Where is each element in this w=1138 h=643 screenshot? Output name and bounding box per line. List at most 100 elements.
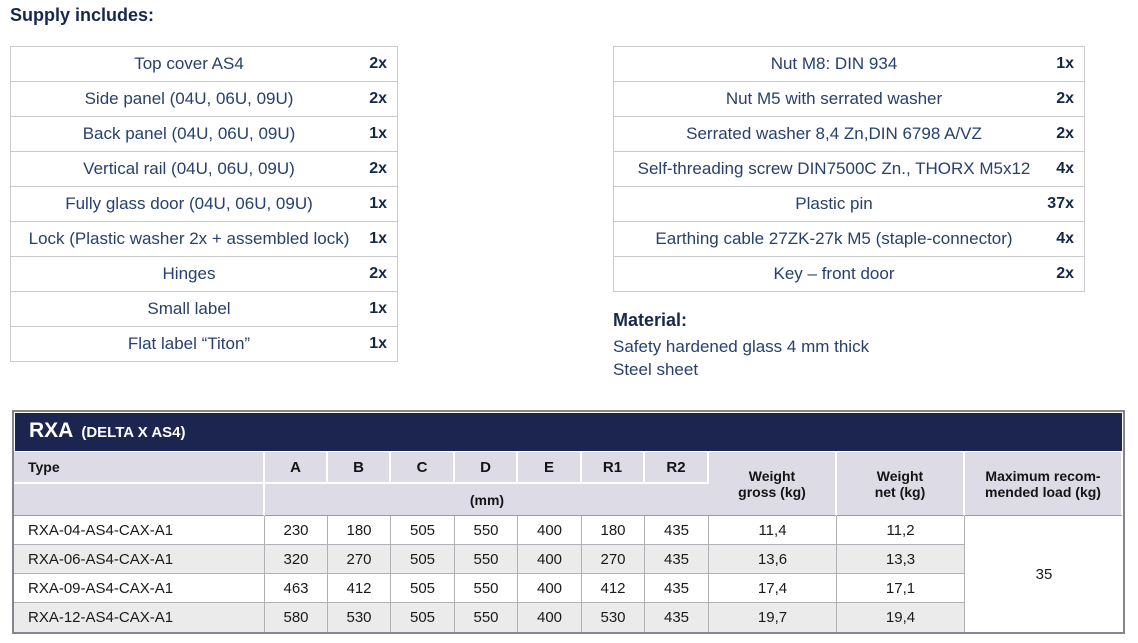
spec-table: Type A B C D E R1 R2 Weight gross (kg) W… [14, 452, 1123, 632]
col-header-weight-net: Weight net (kg) [837, 452, 965, 516]
col-header-r2: R2 [645, 452, 709, 484]
supply-item-label: Flat label “Titon” [127, 334, 251, 353]
spec-table-title-band: RXA (DELTA X AS4) [14, 412, 1123, 452]
supply-item-label: Key – front door [773, 264, 895, 283]
supply-row: Nut M5 with serrated washer 2x [614, 82, 1084, 117]
supply-row: Earthing cable 27ZK-27k M5 (staple-conne… [614, 222, 1084, 257]
cell-e: 400 [518, 516, 582, 545]
supply-item-qty: 2x [1056, 125, 1074, 142]
supply-item-qty: 1x [369, 300, 387, 317]
cell-a: 320 [265, 545, 328, 574]
cell-r2: 435 [645, 603, 709, 632]
supply-row: Key – front door 2x [614, 257, 1084, 291]
supply-item-label: Self-threading screw DIN7500C Zn., THORX… [637, 159, 1031, 178]
supply-item-label: Nut M5 with serrated washer [725, 89, 943, 108]
supply-item-qty: 1x [369, 335, 387, 352]
supply-table-left: Top cover AS4 2x Side panel (04U, 06U, 0… [10, 46, 398, 362]
cell-r1: 412 [582, 574, 645, 603]
supply-item-qty: 2x [1056, 265, 1074, 282]
cell-c: 505 [391, 545, 455, 574]
supply-row: Fully glass door (04U, 06U, 09U) 1x [11, 187, 397, 222]
supply-row: Lock (Plastic washer 2x + assembled lock… [11, 222, 397, 257]
spec-data-row: RXA-04-AS4-CAX-A1 230 180 505 550 400 18… [14, 516, 1123, 632]
cell-weight-net: 11,2 [837, 516, 965, 545]
cell-weight-gross: 13,6 [709, 545, 837, 574]
spec-data-row: RXA-06-AS4-CAX-A1 320 270 505 550 400 27… [14, 545, 1123, 574]
cell-c: 505 [391, 574, 455, 603]
weight-gross-line1: Weight [748, 467, 796, 484]
cell-d: 550 [455, 574, 518, 603]
unit-label-mm: (mm) [265, 484, 709, 516]
cell-type: RXA-04-AS4-CAX-A1 [14, 516, 265, 545]
weight-net-line1: Weight [876, 467, 924, 484]
supply-row: Top cover AS4 2x [11, 47, 397, 82]
supply-item-label: Side panel (04U, 06U, 09U) [84, 89, 294, 108]
cell-b: 412 [328, 574, 391, 603]
cell-type: RXA-06-AS4-CAX-A1 [14, 545, 265, 574]
col-header-type: Type [14, 452, 265, 484]
col-header-weight-gross: Weight gross (kg) [709, 452, 837, 516]
cell-b: 270 [328, 545, 391, 574]
supply-item-qty: 2x [369, 55, 387, 72]
col-header-a: A [265, 452, 328, 484]
cell-max-load: 35 [965, 516, 1123, 632]
cell-weight-net: 13,3 [837, 545, 965, 574]
cell-b: 530 [328, 603, 391, 632]
cell-d: 550 [455, 516, 518, 545]
supply-item-qty: 2x [369, 90, 387, 107]
spec-series-title: RXA [29, 419, 74, 442]
cell-a: 230 [265, 516, 328, 545]
supply-item-label: Back panel (04U, 06U, 09U) [82, 124, 296, 143]
spec-table-container: RXA (DELTA X AS4) Type A B C D E R1 R2 W… [12, 410, 1125, 634]
supply-item-qty: 37x [1047, 195, 1074, 212]
material-heading: Material: [613, 310, 688, 330]
cell-c: 505 [391, 516, 455, 545]
cell-r1: 530 [582, 603, 645, 632]
col-header-max-load: Maximum recom- mended load (kg) [965, 452, 1123, 516]
supply-item-label: Small label [147, 299, 231, 318]
cell-b: 180 [328, 516, 391, 545]
col-header-r1: R1 [582, 452, 645, 484]
supply-item-qty: 1x [369, 195, 387, 212]
supply-row: Hinges 2x [11, 257, 397, 292]
cell-d: 550 [455, 603, 518, 632]
cell-a: 580 [265, 603, 328, 632]
supply-table-right: Nut M8: DIN 934 1x Nut M5 with serrated … [613, 46, 1085, 292]
cell-weight-gross: 17,4 [709, 574, 837, 603]
cell-e: 400 [518, 603, 582, 632]
supply-row: Small label 1x [11, 292, 397, 327]
supply-item-label: Lock (Plastic washer 2x + assembled lock… [28, 229, 350, 248]
cell-r1: 180 [582, 516, 645, 545]
supply-item-qty: 2x [369, 265, 387, 282]
supply-row: Plastic pin 37x [614, 187, 1084, 222]
max-load-line2: mended load (kg) [985, 483, 1101, 500]
cell-d: 550 [455, 545, 518, 574]
cell-e: 400 [518, 574, 582, 603]
weight-net-line2: net (kg) [874, 483, 926, 500]
supply-item-label: Nut M8: DIN 934 [770, 54, 898, 73]
spec-data-row: RXA-12-AS4-CAX-A1 580 530 505 550 400 53… [14, 603, 1123, 632]
cell-weight-net: 17,1 [837, 574, 965, 603]
cell-r2: 435 [645, 545, 709, 574]
supply-item-label: Earthing cable 27ZK-27k M5 (staple-conne… [655, 229, 1013, 248]
col-header-c: C [391, 452, 455, 484]
supply-item-qty: 4x [1056, 230, 1074, 247]
supply-row: Back panel (04U, 06U, 09U) 1x [11, 117, 397, 152]
col-header-d: D [455, 452, 518, 484]
cell-r2: 435 [645, 516, 709, 545]
cell-c: 505 [391, 603, 455, 632]
supply-row: Nut M8: DIN 934 1x [614, 47, 1084, 82]
cell-weight-net: 19,4 [837, 603, 965, 632]
cell-type: RXA-12-AS4-CAX-A1 [14, 603, 265, 632]
supply-item-label: Fully glass door (04U, 06U, 09U) [65, 194, 313, 213]
weight-gross-line2: gross (kg) [738, 483, 806, 500]
spec-series-subtitle: (DELTA X AS4) [81, 424, 186, 441]
supply-row: Flat label “Titon” 1x [11, 327, 397, 361]
supply-item-label: Hinges [162, 264, 216, 283]
supply-row: Vertical rail (04U, 06U, 09U) 2x [11, 152, 397, 187]
col-header-b: B [328, 452, 391, 484]
supply-item-qty: 2x [369, 160, 387, 177]
supply-item-qty: 2x [1056, 90, 1074, 107]
cell-r2: 435 [645, 574, 709, 603]
supply-row: Side panel (04U, 06U, 09U) 2x [11, 82, 397, 117]
